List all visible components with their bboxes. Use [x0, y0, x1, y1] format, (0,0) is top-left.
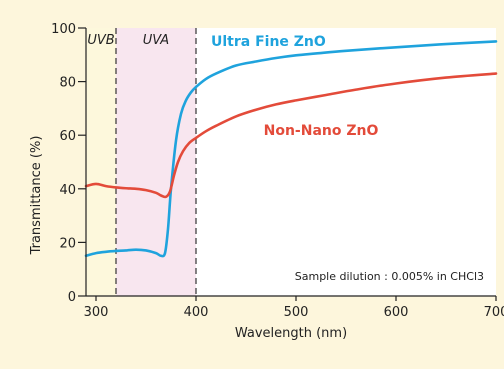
- labels-layer: Wavelength (nm) Transmittance (%) Sample…: [29, 136, 484, 341]
- y-tick-label: 60: [59, 129, 76, 144]
- x-tick-label: 300: [84, 305, 109, 320]
- series-label-non-nano-zno: Non-Nano ZnO: [264, 123, 379, 139]
- y-tick-label: 100: [51, 22, 76, 37]
- x-axis-title: Wavelength (nm): [235, 326, 347, 341]
- y-axis-title: Transmittance (%): [29, 136, 44, 256]
- axes-layer: [85, 28, 496, 297]
- series-label-ultra-fine-zno: Ultra Fine ZnO: [211, 34, 326, 50]
- x-tick-label: 600: [384, 305, 409, 320]
- x-tick-label: 700: [484, 305, 504, 320]
- region-label-uvb: UVB: [87, 33, 114, 48]
- region-band-uva: [116, 28, 196, 296]
- series-line-non-nano-zno: [84, 72, 498, 199]
- x-tick-label: 500: [284, 305, 309, 320]
- region-label-uva: UVA: [143, 33, 169, 48]
- x-tick-label: 400: [184, 305, 209, 320]
- sample-dilution-note: Sample dilution : 0.005% in CHCl3: [295, 270, 484, 283]
- series-line-ultra-fine-zno: [84, 40, 498, 258]
- y-tick-label: 20: [59, 236, 76, 251]
- ticks-layer: 300 400 500 600 700 0 20 40 60 80 100: [51, 22, 504, 320]
- y-tick-label: 0: [68, 290, 76, 305]
- y-tick-label: 40: [59, 183, 76, 198]
- y-tick-label: 80: [59, 76, 76, 91]
- regions-layer: UVB UVA: [86, 28, 197, 296]
- series-layer: Ultra Fine ZnO Non-Nano ZnO: [84, 34, 498, 258]
